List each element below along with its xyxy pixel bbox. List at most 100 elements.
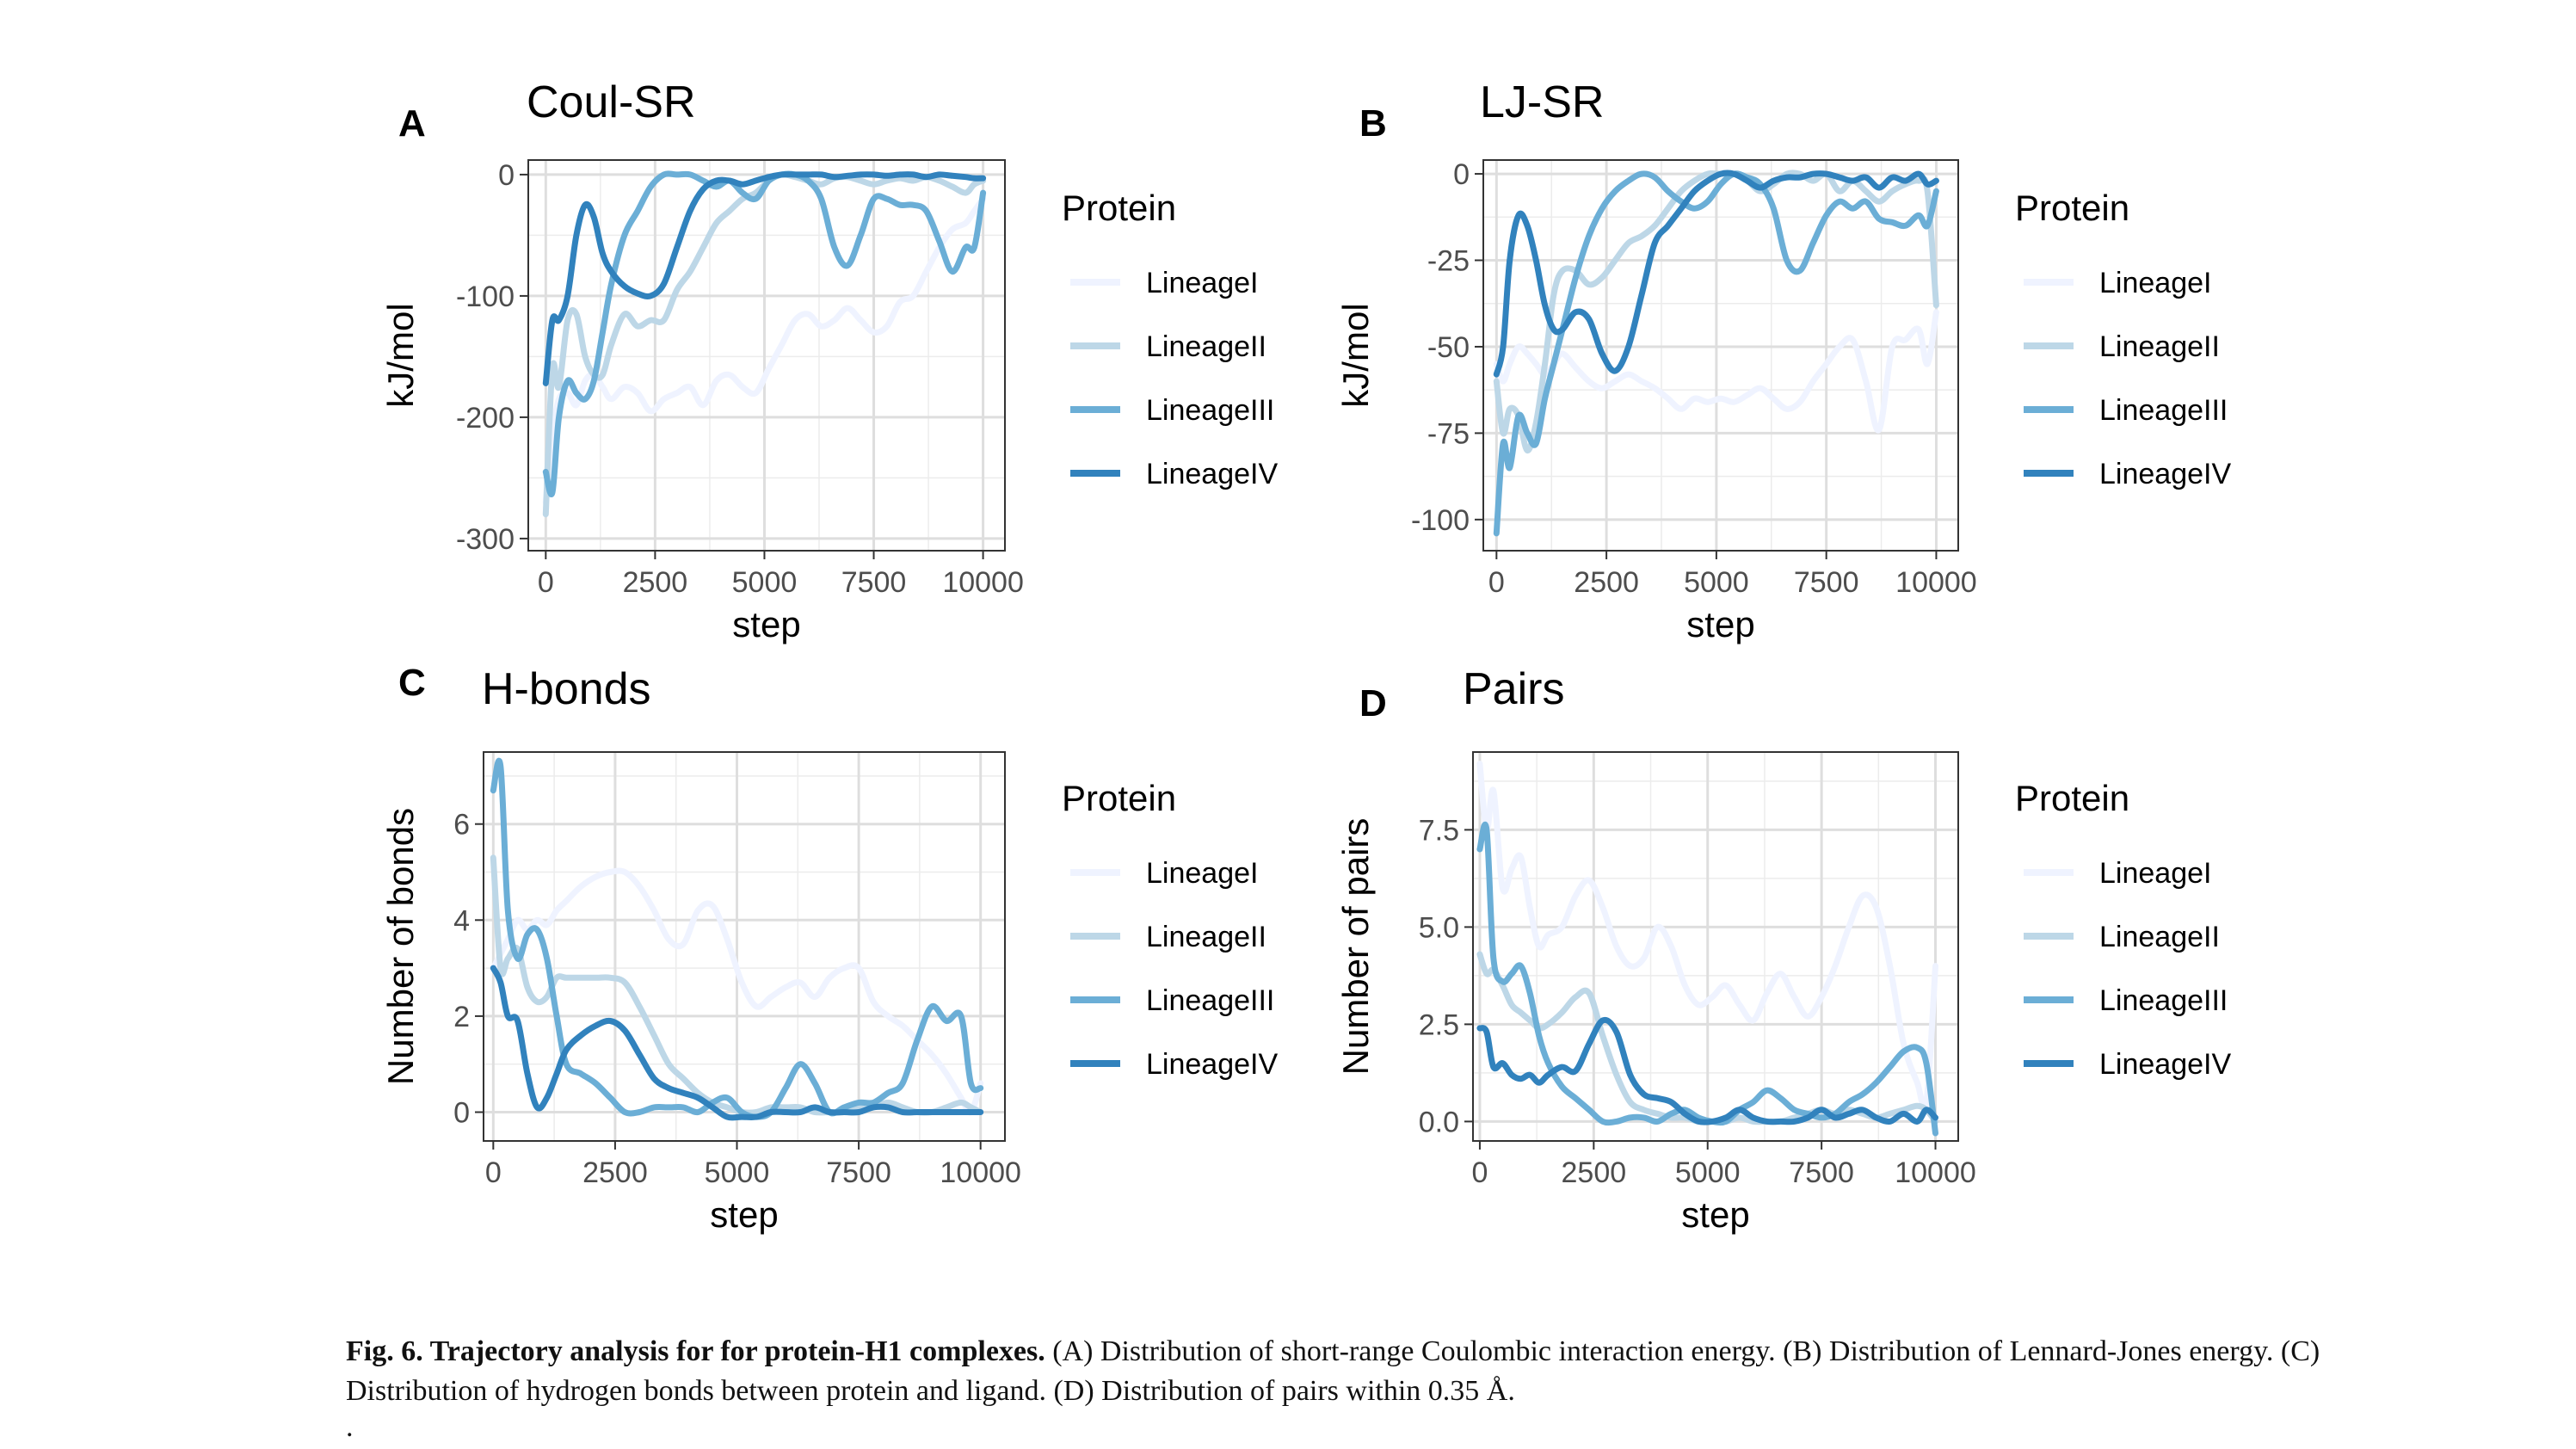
x-axis-label: step xyxy=(710,1194,778,1235)
chart-panel-a: 0 2500 5000 7500 10000 0 -100 -200 -300 step kJ/mo… xyxy=(380,77,1278,644)
legend-label: LineageIII xyxy=(1146,984,1274,1017)
y-tick-label: 4 xyxy=(453,904,470,937)
figure: 0 2500 5000 7500 10000 0 -100 -200 -300 step kJ/mo… xyxy=(380,77,2231,1235)
y-axis-label: kJ/mol xyxy=(1335,303,1376,407)
y-tick-label: 0.0 xyxy=(1419,1106,1459,1138)
x-tick-label: 0 xyxy=(538,566,554,599)
series-line-lineageii xyxy=(490,854,984,1116)
legend-label: LineageIII xyxy=(2099,984,2228,1017)
panel-label: D xyxy=(1359,682,1387,724)
y-tick-label: -100 xyxy=(456,281,515,313)
series-line-lineageiii xyxy=(1493,170,1939,537)
y-axis-label: Number of pairs xyxy=(1335,818,1376,1076)
plot-border xyxy=(1482,159,1959,552)
y-tick-label: -50 xyxy=(1427,331,1470,364)
y-tick-label: -75 xyxy=(1427,417,1470,450)
figure-caption: Fig. 6. Trajectory analysis for for prot… xyxy=(346,1332,2376,1411)
y-tick-label: 7.5 xyxy=(1419,814,1459,847)
legend-label: LineageI xyxy=(1146,267,1258,299)
series-line-lineageiv xyxy=(542,171,987,386)
chart-panel-d: 0 2500 5000 7500 10000 0.0 2.5 5.0 7.5 step Number… xyxy=(1335,664,2231,1235)
y-axis-label: Number of bonds xyxy=(380,808,421,1085)
chart-panel-c: 0 2500 5000 7500 10000 0 2 4 6 step Number of bond… xyxy=(380,662,1278,1235)
y-axis-label: kJ/mol xyxy=(380,303,421,407)
chart-title: Coul-SR xyxy=(527,77,696,127)
legend-label: LineageI xyxy=(2099,267,2211,299)
x-tick-label: 0 xyxy=(485,1156,502,1189)
y-tick-label: -100 xyxy=(1411,504,1470,537)
y-tick-label: -300 xyxy=(456,523,515,556)
x-tick-label: 0 xyxy=(1488,566,1505,599)
chart-title: LJ-SR xyxy=(1480,77,1604,127)
x-tick-label: 7500 xyxy=(1789,1156,1854,1189)
x-tick-label: 10000 xyxy=(1895,566,1977,599)
legend-label: LineageII xyxy=(2099,330,2220,363)
panel-label: A xyxy=(398,102,426,145)
series-line-lineageii xyxy=(1493,170,1939,453)
legend-label: LineageI xyxy=(2099,857,2211,890)
series-line-lineagei xyxy=(1476,761,1938,1112)
series-line-lineageiii xyxy=(490,757,984,1120)
legend-label: LineageI xyxy=(1146,857,1258,890)
x-tick-label: 5000 xyxy=(732,566,798,599)
plot-border xyxy=(527,159,1006,552)
legend-label: LineageII xyxy=(1146,921,1266,953)
x-axis-label: step xyxy=(1686,604,1754,644)
legend-label: LineageIII xyxy=(1146,394,1274,427)
series-line-lineageiv xyxy=(1493,170,1939,378)
x-axis-label: step xyxy=(732,604,800,644)
caption-trailing: . xyxy=(346,1411,354,1443)
x-tick-label: 5000 xyxy=(1684,566,1749,599)
x-tick-label: 7500 xyxy=(826,1156,891,1189)
x-tick-label: 10000 xyxy=(940,1156,1021,1189)
y-tick-label: 0 xyxy=(453,1097,470,1130)
y-tick-label: -25 xyxy=(1427,245,1470,278)
y-tick-label: 0 xyxy=(1453,158,1470,191)
legend-title: Protein xyxy=(1062,188,1176,228)
series-line-lineageiii xyxy=(1476,821,1938,1137)
chart-title: H-bonds xyxy=(482,664,651,714)
x-tick-label: 5000 xyxy=(1675,1156,1741,1189)
plot-area xyxy=(484,752,1005,1141)
y-tick-label: 6 xyxy=(453,809,470,842)
series-line-lineagei xyxy=(490,867,984,1116)
legend-label: LineageIV xyxy=(1146,1048,1278,1081)
y-tick-label: 5.0 xyxy=(1419,911,1459,944)
panel-label: B xyxy=(1359,102,1387,145)
y-tick-label: 2 xyxy=(453,1001,470,1033)
x-tick-label: 2500 xyxy=(1562,1156,1627,1189)
legend-label: LineageIII xyxy=(2099,394,2228,427)
panel-label: C xyxy=(398,662,426,704)
x-tick-label: 7500 xyxy=(1794,566,1859,599)
legend-label: LineageIV xyxy=(1146,458,1278,490)
x-tick-label: 0 xyxy=(1471,1156,1488,1189)
legend-title: Protein xyxy=(1062,778,1176,818)
y-tick-label: 0 xyxy=(498,159,515,192)
legend-label: LineageIV xyxy=(2099,1048,2231,1081)
x-tick-label: 2500 xyxy=(623,566,688,599)
chart-title: Pairs xyxy=(1463,664,1564,714)
series-line-lineageii xyxy=(542,171,987,518)
x-tick-label: 10000 xyxy=(942,566,1024,599)
legend-label: LineageIV xyxy=(2099,458,2231,490)
caption-label: Fig. 6. Trajectory analysis for for prot… xyxy=(346,1335,1045,1367)
x-tick-label: 7500 xyxy=(841,566,907,599)
plot-border xyxy=(483,751,1006,1142)
series-line-lineageiv xyxy=(490,965,984,1121)
x-tick-label: 10000 xyxy=(1895,1156,1976,1189)
x-tick-label: 5000 xyxy=(705,1156,770,1189)
x-tick-label: 2500 xyxy=(582,1156,648,1189)
series-line-lineageiii xyxy=(542,170,987,497)
legend-label: LineageII xyxy=(1146,330,1266,363)
x-tick-label: 2500 xyxy=(1574,566,1639,599)
caption-text: (A) Distribution of short-range Coulombi… xyxy=(346,1335,2320,1407)
x-axis-label: step xyxy=(1681,1194,1749,1235)
legend-label: LineageII xyxy=(2099,921,2220,953)
y-tick-label: 2.5 xyxy=(1419,1008,1459,1041)
legend-title: Protein xyxy=(2015,778,2129,818)
series-line-lineageiv xyxy=(1476,1016,1938,1125)
y-tick-label: -200 xyxy=(456,402,515,435)
plot-border xyxy=(1472,751,1959,1142)
legend-title: Protein xyxy=(2015,188,2129,228)
chart-panel-b: 0 2500 5000 7500 10000 0 -25 -50 -75 -100 step kJ/m… xyxy=(1335,77,2231,644)
